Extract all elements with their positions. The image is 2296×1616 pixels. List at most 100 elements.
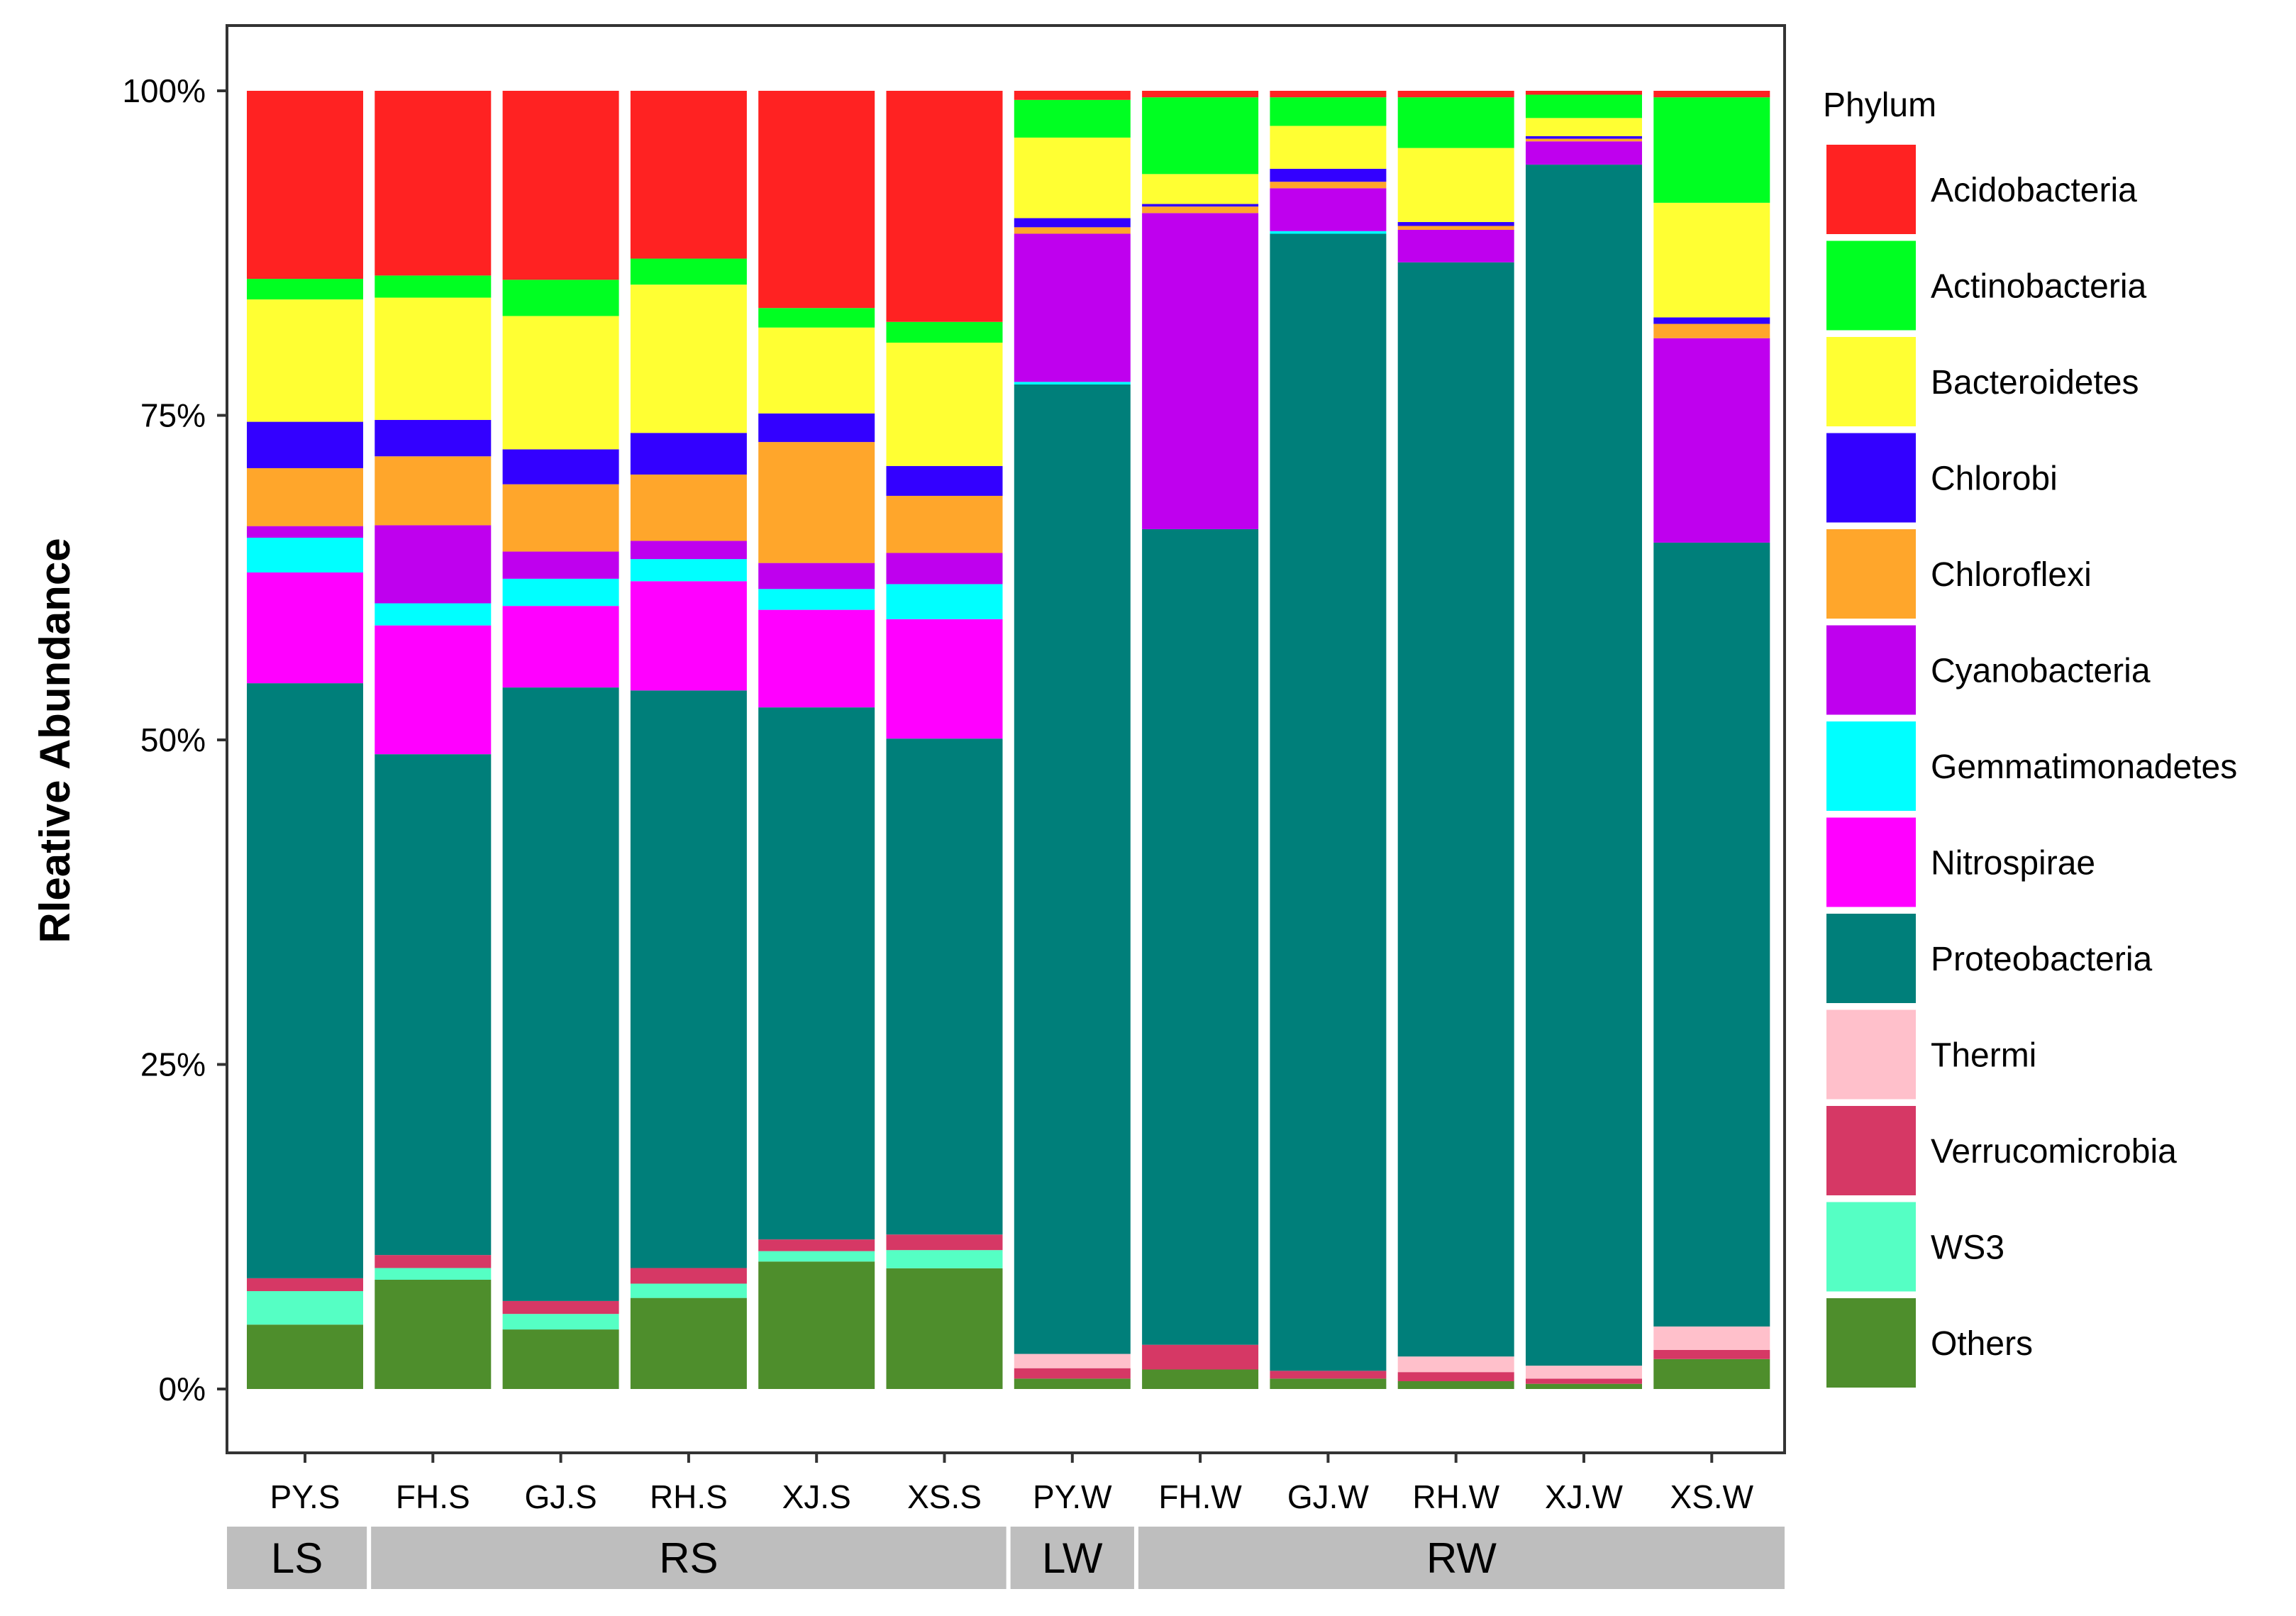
- segment-xj-s-gemmatimonadetes: [758, 589, 875, 610]
- segment-xj-s-proteobacteria: [758, 707, 875, 1240]
- segment-gj-s-acidobacteria: [502, 91, 619, 280]
- segment-fh-w-chloroflexi: [1142, 206, 1259, 214]
- segment-fh-w-cyanobacteria: [1142, 213, 1259, 529]
- segment-gj-w-verrucomicrobia: [1270, 1371, 1387, 1379]
- segment-py-s-chlorobi: [247, 421, 363, 468]
- segment-rh-w-others: [1397, 1381, 1514, 1389]
- bar-py-s: [247, 91, 363, 1389]
- segment-xj-w-actinobacteria: [1526, 94, 1642, 118]
- legend-label-chlorobi: Chlorobi: [1931, 460, 2058, 498]
- segment-rh-s-acidobacteria: [630, 91, 747, 259]
- segment-xs-w-thermi: [1653, 1326, 1770, 1350]
- segment-py-s-bacteroidetes: [247, 299, 363, 422]
- segment-gj-w-gemmatimonadetes: [1270, 231, 1387, 234]
- segment-xj-w-others: [1526, 1383, 1642, 1389]
- segment-py-s-verrucomicrobia: [247, 1278, 363, 1292]
- segment-py-w-verrucomicrobia: [1014, 1368, 1131, 1379]
- segment-py-w-cyanobacteria: [1014, 233, 1131, 382]
- group-strip: LS RS LW RW: [227, 1527, 1785, 1589]
- segment-xs-w-proteobacteria: [1653, 542, 1770, 1327]
- segment-rh-w-bacteroidetes: [1397, 148, 1514, 223]
- segment-rh-w-verrucomicrobia: [1397, 1372, 1514, 1382]
- segment-fh-s-others: [375, 1279, 492, 1389]
- segment-xs-s-chloroflexi: [886, 495, 1003, 553]
- segment-rh-w-chlorobi: [1397, 222, 1514, 226]
- segment-rh-s-others: [630, 1297, 747, 1389]
- segment-xj-s-bacteroidetes: [758, 327, 875, 414]
- segment-gj-w-chlorobi: [1270, 168, 1387, 182]
- x-tick-label-gj-s: GJ.S: [524, 1478, 597, 1515]
- legend-label-bacteroidetes: Bacteroidetes: [1931, 364, 2139, 402]
- segment-py-s-others: [247, 1324, 363, 1389]
- segment-py-w-chloroflexi: [1014, 227, 1131, 234]
- segment-fh-w-chlorobi: [1142, 204, 1259, 207]
- group-strip-ls: [227, 1527, 367, 1589]
- segment-fh-w-proteobacteria: [1142, 528, 1259, 1345]
- segment-rh-s-nitrospirae: [630, 581, 747, 691]
- segment-xj-s-acidobacteria: [758, 91, 875, 309]
- segment-xj-s-actinobacteria: [758, 308, 875, 328]
- segment-xs-s-gemmatimonadetes: [886, 584, 1003, 619]
- legend-key-actinobacteria: [1826, 240, 1916, 331]
- segment-xj-s-chloroflexi: [758, 442, 875, 563]
- segment-rh-s-chloroflexi: [630, 474, 747, 541]
- y-axis: 0% 25% 50% 75% 100%: [122, 72, 227, 1407]
- x-tick-label-xs-w: XS.W: [1670, 1478, 1754, 1515]
- segment-xj-w-acidobacteria: [1526, 91, 1642, 95]
- segment-gj-s-chlorobi: [502, 449, 619, 485]
- y-tick-label: 75%: [140, 397, 206, 434]
- segment-xj-s-nitrospirae: [758, 609, 875, 708]
- y-tick-label: 100%: [122, 72, 206, 109]
- segment-xs-s-bacteroidetes: [886, 343, 1003, 466]
- bar-fh-w: [1142, 91, 1259, 1389]
- group-label-rw: RW: [1426, 1534, 1497, 1582]
- segment-py-w-bacteroidetes: [1014, 137, 1131, 218]
- segment-xs-w-chloroflexi: [1653, 323, 1770, 338]
- segment-rh-w-chloroflexi: [1397, 226, 1514, 231]
- legend-label-proteobacteria: Proteobacteria: [1931, 941, 2152, 978]
- segment-fh-w-bacteroidetes: [1142, 174, 1259, 204]
- group-label-rs: RS: [659, 1534, 718, 1582]
- legend-key-chlorobi: [1826, 433, 1916, 523]
- segment-py-w-others: [1014, 1378, 1131, 1389]
- segment-rh-w-thermi: [1397, 1356, 1514, 1373]
- legend-label-ws3: WS3: [1931, 1229, 2004, 1267]
- segment-gj-w-proteobacteria: [1270, 233, 1387, 1371]
- bar-xs-s: [886, 91, 1003, 1389]
- segment-xj-w-chloroflexi: [1526, 138, 1642, 142]
- segment-xs-s-others: [886, 1268, 1003, 1389]
- segment-rh-s-gemmatimonadetes: [630, 559, 747, 582]
- legend-key-ws3: [1826, 1202, 1916, 1292]
- segment-xs-s-chlorobi: [886, 465, 1003, 496]
- segment-xj-w-verrucomicrobia: [1526, 1378, 1642, 1384]
- segment-rh-s-verrucomicrobia: [630, 1268, 747, 1284]
- legend-key-nitrospirae: [1826, 817, 1916, 907]
- segment-py-s-proteobacteria: [247, 683, 363, 1278]
- y-tick-label: 0%: [159, 1371, 206, 1407]
- segment-gj-s-bacteroidetes: [502, 316, 619, 450]
- legend-key-cyanobacteria: [1826, 625, 1916, 715]
- segment-rh-s-ws3: [630, 1283, 747, 1298]
- segment-py-w-gemmatimonadetes: [1014, 382, 1131, 384]
- segment-gj-w-actinobacteria: [1270, 97, 1387, 126]
- y-tick-label: 50%: [140, 721, 206, 758]
- x-tick-label-xj-s: XJ.S: [782, 1478, 851, 1515]
- segment-py-s-gemmatimonadetes: [247, 537, 363, 572]
- segment-xs-w-bacteroidetes: [1653, 202, 1770, 318]
- x-axis: PY.S FH.S GJ.S RH.S XJ.S XS.S PY.W FH.W GJ.W RH.W…: [270, 1453, 1754, 1515]
- x-tick-label-xs-s: XS.S: [907, 1478, 982, 1515]
- segment-gj-s-actinobacteria: [502, 280, 619, 316]
- x-tick-label-rh-w: RH.W: [1412, 1478, 1499, 1515]
- segment-xs-w-acidobacteria: [1653, 91, 1770, 98]
- segment-xs-s-cyanobacteria: [886, 553, 1003, 585]
- legend-key-bacteroidetes: [1826, 337, 1916, 426]
- segment-fh-s-bacteroidetes: [375, 297, 492, 420]
- segment-py-s-acidobacteria: [247, 91, 363, 280]
- bar-xs-w: [1653, 91, 1770, 1389]
- group-strip-rw: [1138, 1527, 1785, 1589]
- segment-xs-w-chlorobi: [1653, 317, 1770, 324]
- segment-py-w-chlorobi: [1014, 218, 1131, 228]
- segment-gj-s-cyanobacteria: [502, 551, 619, 579]
- segment-gj-s-proteobacteria: [502, 687, 619, 1301]
